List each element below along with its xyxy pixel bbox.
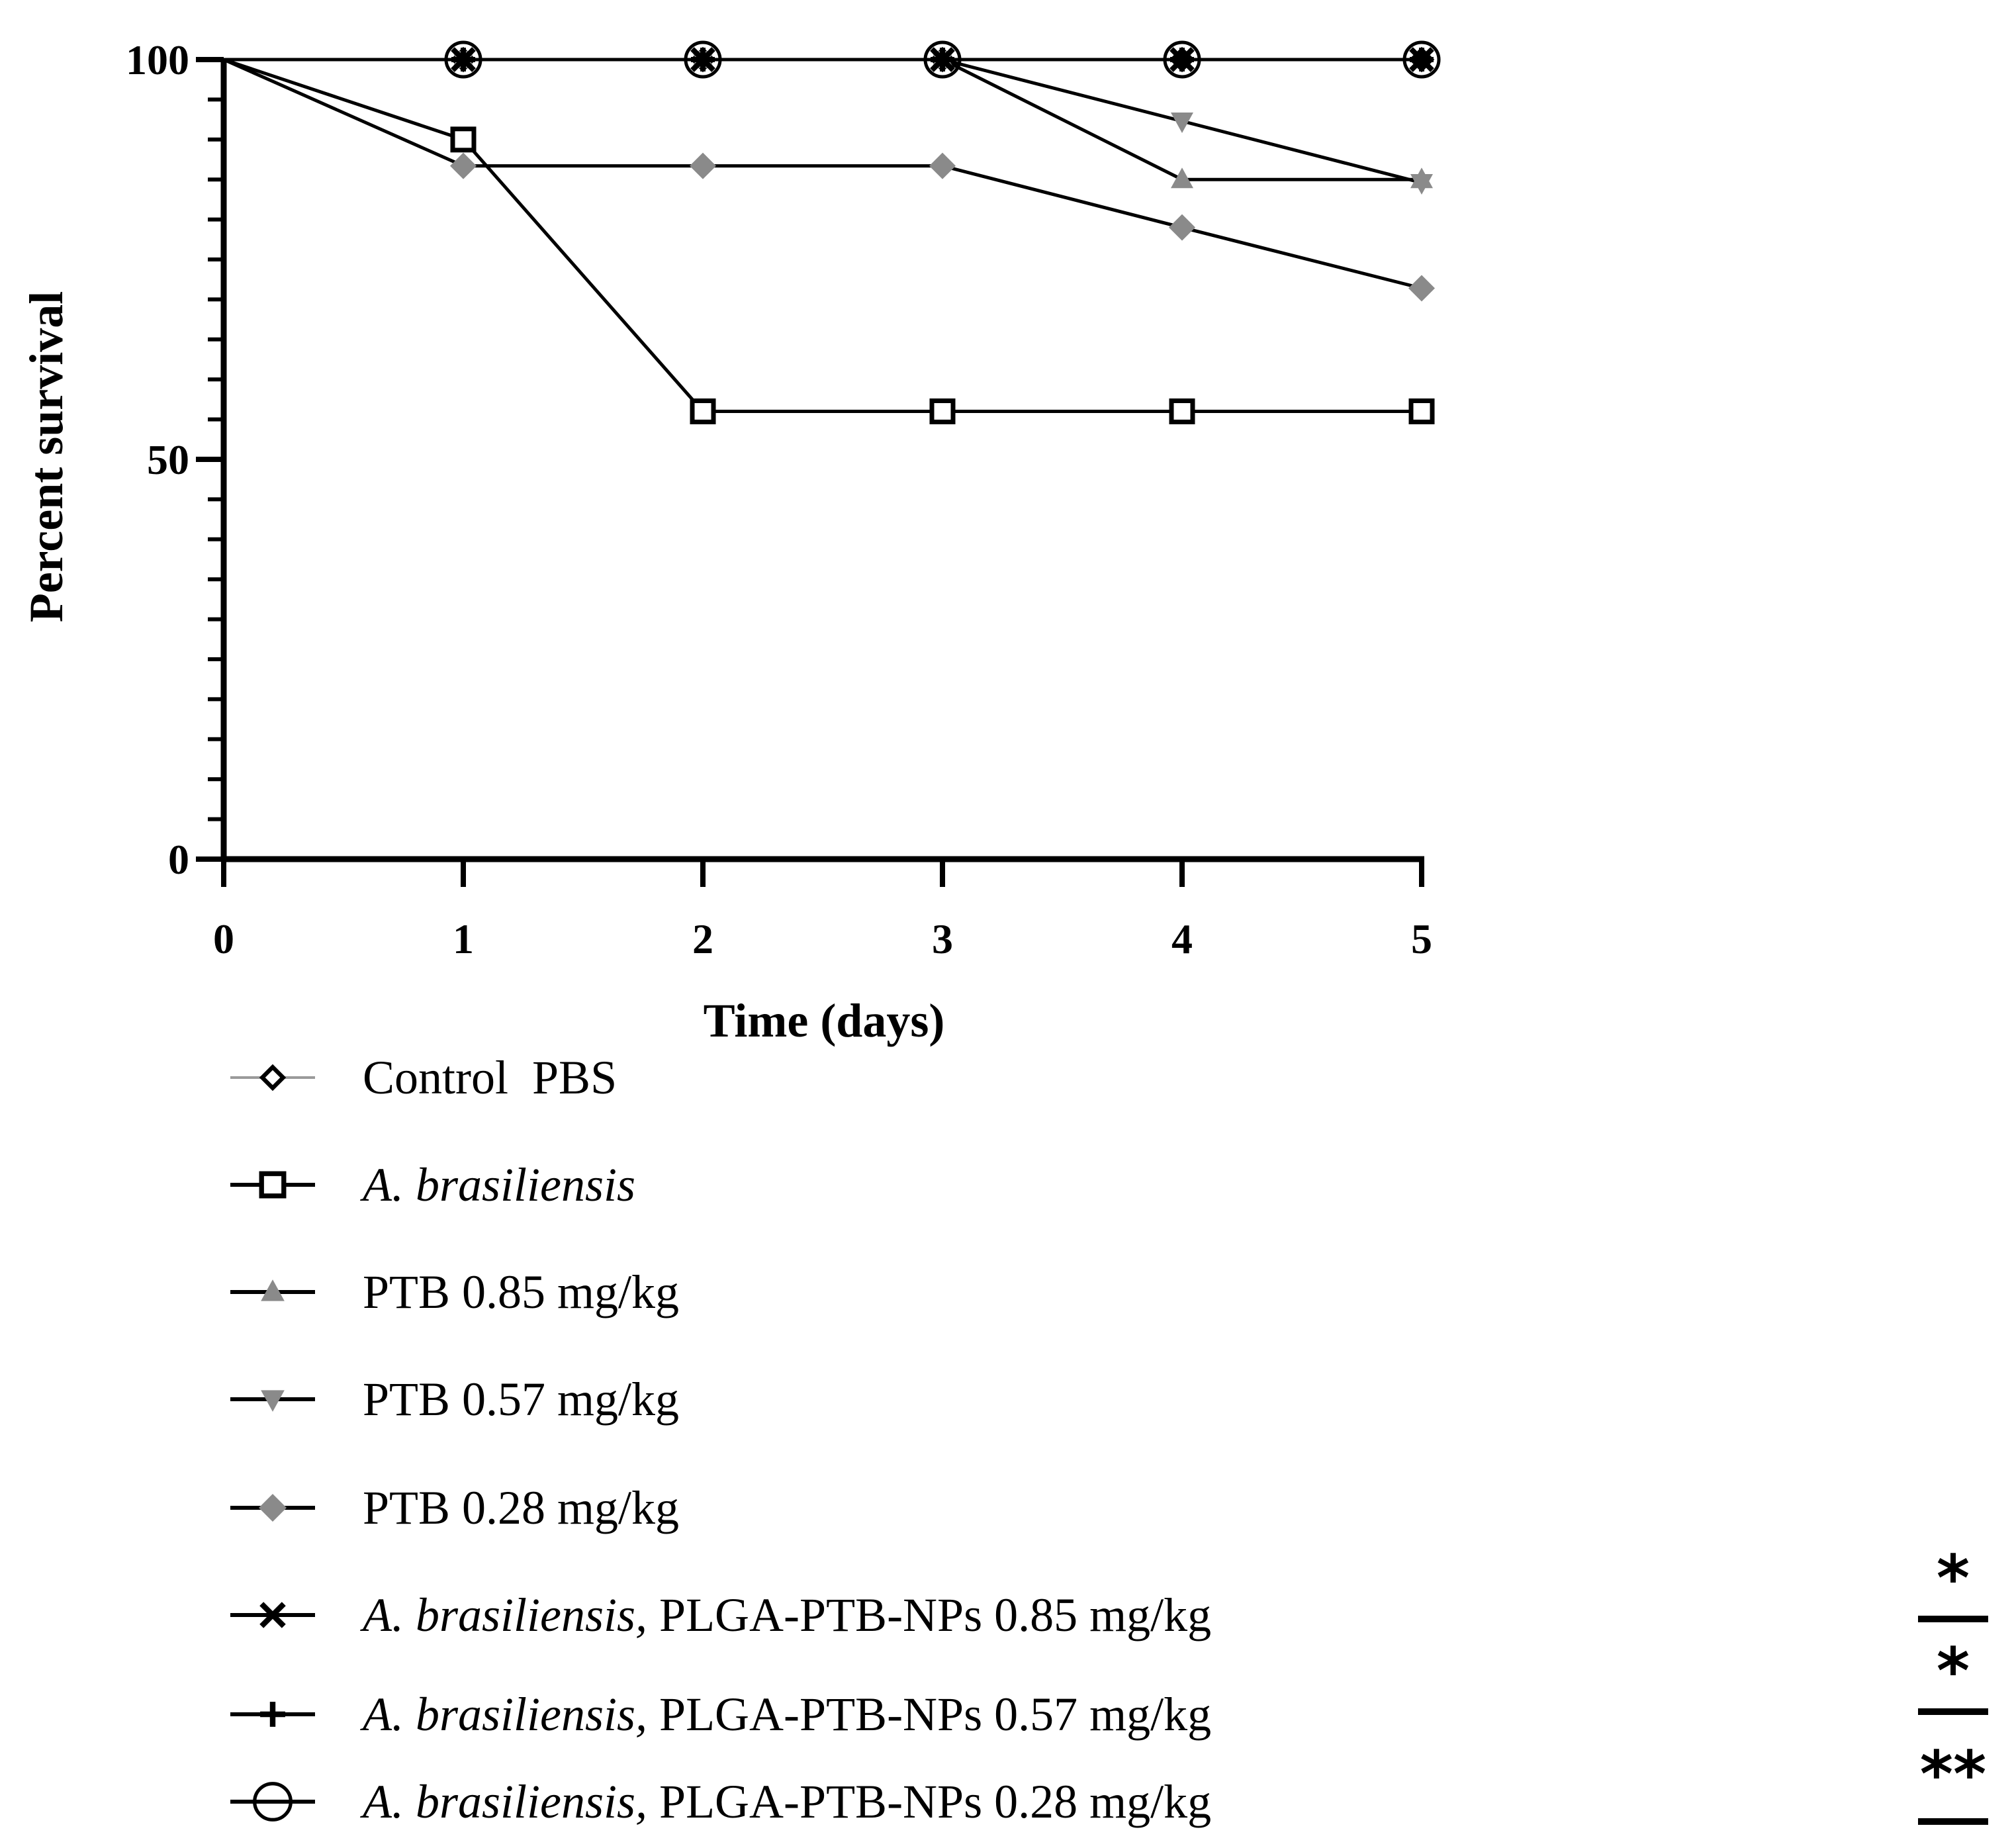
series-1-point-5 — [1408, 275, 1435, 302]
legend-label-1: A. brasiliensis — [360, 1158, 635, 1211]
series-5-point-3 — [923, 40, 962, 79]
series-3-point-4 — [1171, 167, 1193, 189]
legend-label-text-4: PTB 0.28 mg/kg — [363, 1481, 679, 1534]
series-3-point-5 — [1410, 167, 1433, 189]
legend-marker-1 — [259, 1171, 287, 1199]
legend-entry-4: PTB 0.28 mg/kg — [230, 1481, 679, 1534]
series-1-point-3 — [929, 152, 956, 179]
legend-label-italic-5: A. brasiliensis, — [360, 1589, 647, 1641]
series-4-point-5 — [1408, 398, 1435, 425]
series-1-point-1 — [450, 152, 477, 179]
legend-label-2: PTB 0.85 mg/kg — [363, 1266, 679, 1318]
series-1-point-2 — [690, 152, 716, 179]
legend-label-text-5: PLGA-PTB-NPs 0.85 mg/kg — [647, 1589, 1211, 1641]
x-tick-label-5: 5 — [1411, 915, 1432, 962]
y-tick-label-0: 0 — [168, 836, 189, 883]
legend-entry-5: A. brasiliensis, PLGA-PTB-NPs 0.85 mg/kg — [230, 1589, 1211, 1641]
x-tick-label-2: 2 — [692, 915, 713, 962]
legend-marker-5 — [259, 1602, 286, 1628]
legend-marker-0 — [259, 1064, 287, 1091]
legend-label-text-0: Control PBS — [363, 1051, 617, 1104]
series-4-point-3 — [929, 398, 956, 425]
series-7-point-4 — [1169, 47, 1195, 72]
legend-marker-7 — [253, 1782, 293, 1822]
x-tick-label-3: 3 — [932, 915, 953, 962]
legend-entry-0: Control PBS — [230, 1051, 617, 1104]
legend-entry-2: PTB 0.85 mg/kg — [230, 1266, 679, 1318]
y-tick-label-2: 100 — [126, 36, 189, 83]
y-tick-label-1: 50 — [147, 436, 189, 483]
series-7-point-3 — [930, 47, 955, 72]
legend-label-7: A. brasiliensis, PLGA-PTB-NPs 0.28 mg/kg — [360, 1775, 1211, 1828]
series-2-point-4 — [1171, 113, 1193, 134]
axes: 0 50 100 0 1 2 3 4 5 Time (days) Percent survival — [20, 36, 1432, 1047]
series-7-point-5 — [1409, 47, 1434, 72]
legend-label-5: A. brasiliensis, PLGA-PTB-NPs 0.85 mg/kg — [360, 1589, 1211, 1641]
x-axis-title: Time (days) — [704, 994, 945, 1047]
legend-label-text-7: PLGA-PTB-NPs 0.28 mg/kg — [647, 1775, 1211, 1828]
series-5-point-1 — [444, 40, 482, 79]
x-tick-label-1: 1 — [453, 915, 474, 962]
legend: Control PBS A. brasiliensis PTB 0.85 mg/kg… — [230, 1051, 1211, 1828]
series-5-point-4 — [1163, 40, 1201, 79]
legend-entry-6: A. brasiliensis, PLGA-PTB-NPs 0.57 mg/kg — [230, 1688, 1211, 1741]
series-4-point-2 — [690, 398, 716, 425]
legend-entry-3: PTB 0.57 mg/kg — [230, 1373, 679, 1426]
legend-label-italic-1: A. brasiliensis — [360, 1158, 635, 1211]
legend-marker-4 — [259, 1494, 287, 1522]
legend-entry-7: A. brasiliensis, PLGA-PTB-NPs 0.28 mg/kg — [230, 1775, 1211, 1828]
series-7-point-1 — [451, 47, 476, 72]
series-5-point-5 — [1402, 40, 1441, 79]
legend-label-text-6: PLGA-PTB-NPs 0.57 mg/kg — [647, 1688, 1211, 1741]
legend-marker-6 — [260, 1702, 285, 1727]
legend-marker-2 — [261, 1279, 285, 1301]
series-4-point-4 — [1169, 398, 1195, 425]
legend-label-italic-6: A. brasiliensis, — [360, 1688, 647, 1741]
series-4-point-1 — [450, 126, 477, 153]
y-axis-title: Percent survival — [20, 291, 73, 623]
significance-label-1: * — [1937, 1634, 1970, 1708]
series-1-point-4 — [1169, 214, 1195, 241]
legend-label-4: PTB 0.28 mg/kg — [363, 1481, 679, 1534]
legend-entry-1: A. brasiliensis — [230, 1158, 635, 1211]
legend-label-6: A. brasiliensis, PLGA-PTB-NPs 0.57 mg/kg — [360, 1688, 1211, 1741]
legend-marker-3 — [261, 1390, 285, 1412]
significance-label-2: ** — [1920, 1737, 1986, 1812]
series-5-point-2 — [684, 40, 722, 79]
legend-label-3: PTB 0.57 mg/kg — [363, 1373, 679, 1426]
significance-markers: **** — [1918, 1542, 1988, 1825]
x-tick-label-4: 4 — [1171, 915, 1193, 962]
series-line-1 — [222, 58, 1422, 290]
x-tick-label-0: 0 — [213, 915, 234, 962]
legend-label-0: Control PBS — [363, 1051, 617, 1104]
series-7-point-2 — [690, 47, 715, 72]
legend-label-text-3: PTB 0.57 mg/kg — [363, 1373, 679, 1426]
legend-label-text-2: PTB 0.85 mg/kg — [363, 1266, 679, 1318]
significance-label-0: * — [1937, 1542, 1970, 1616]
plot-area — [222, 40, 1441, 425]
series-line-4 — [223, 58, 1422, 414]
legend-label-italic-7: A. brasiliensis, — [360, 1775, 647, 1828]
